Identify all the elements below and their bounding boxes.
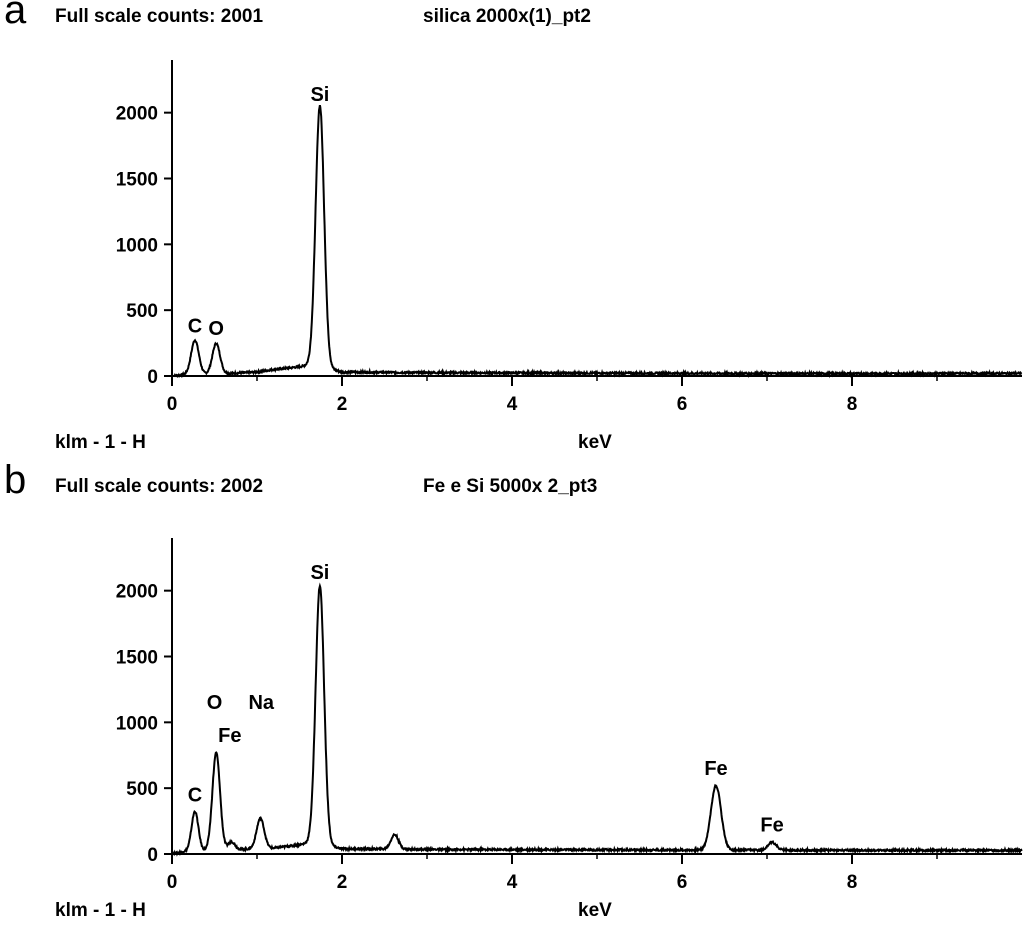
y-tick-label: 1000	[116, 235, 158, 256]
panel-letter-b: b	[4, 458, 27, 502]
peak-label: C	[188, 784, 202, 806]
peak-label: O	[207, 692, 223, 714]
x-tick-label: 0	[167, 872, 178, 893]
y-tick-label: 1000	[116, 713, 158, 734]
sample-title-b: Fe e Si 5000x 2_pt3	[423, 476, 598, 497]
x-axis-label-a: keV	[578, 432, 612, 453]
spectrum-plot-a: 0 500 1000 1500 2000 0 2 4 6 8 Si C O	[116, 60, 1023, 415]
full-scale-counts-a: Full scale counts: 2001	[55, 6, 264, 27]
full-scale-counts-b: Full scale counts: 2002	[55, 476, 264, 497]
sample-title-a: silica 2000x(1)_pt2	[423, 6, 591, 27]
x-tick-label: 4	[507, 394, 518, 415]
y-tick-label: 1500	[116, 170, 158, 191]
y-tick-label: 2000	[116, 582, 158, 603]
footer-left-a: klm - 1 - H	[55, 432, 146, 453]
peak-label: Fe	[218, 725, 241, 747]
y-tick-label: 2000	[116, 104, 158, 125]
x-tick-label: 6	[677, 394, 688, 415]
peak-label: Si	[310, 562, 329, 584]
spectrum-panel-a: a Full scale counts: 2001 silica 2000x(1…	[0, 0, 1024, 462]
x-tick-label: 6	[677, 872, 688, 893]
x-tick-label: 8	[847, 394, 858, 415]
peak-label: C	[188, 316, 202, 338]
y-tick-label: 500	[126, 779, 158, 800]
x-tick-label: 2	[337, 394, 348, 415]
x-tick-label: 2	[337, 872, 348, 893]
x-tick-label: 0	[167, 394, 178, 415]
x-tick-label: 8	[847, 872, 858, 893]
x-axis-label-b: keV	[578, 900, 612, 921]
x-tick-label: 4	[507, 872, 518, 893]
footer-left-b: klm - 1 - H	[55, 900, 146, 921]
peak-label: Fe	[704, 758, 727, 780]
spectrum-line	[171, 104, 1023, 379]
spectrum-line	[172, 582, 1023, 857]
peak-label: Na	[248, 692, 274, 714]
panel-letter-a: a	[4, 0, 27, 32]
spectrum-plot-b: 0 500 1000 1500 2000 0 2 4 6 8 Si O Na Fe C Fe Fe	[116, 538, 1023, 893]
peak-label: Fe	[760, 815, 783, 837]
y-tick-label: 500	[126, 301, 158, 322]
spectrum-panel-b: b Full scale counts: 2002 Fe e Si 5000x …	[0, 458, 1024, 923]
y-tick-label: 1500	[116, 648, 158, 669]
y-tick-label: 0	[147, 845, 158, 866]
peak-label: Si	[310, 84, 329, 106]
y-tick-label: 0	[147, 367, 158, 388]
peak-label: O	[208, 318, 224, 340]
